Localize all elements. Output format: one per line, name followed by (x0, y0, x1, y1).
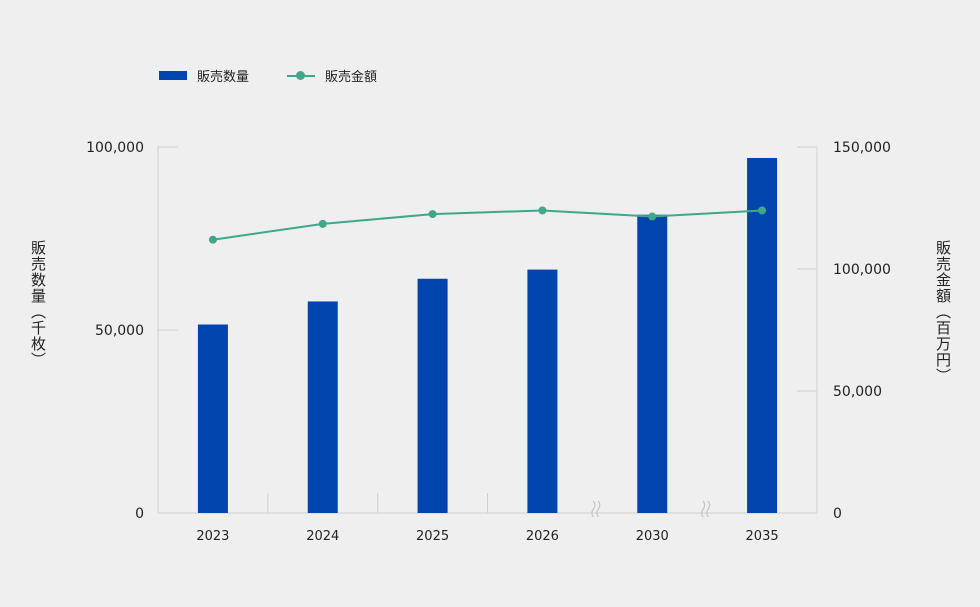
legend-line-label: 販売金額 (325, 70, 378, 85)
legend-item-line: 販売金額 (287, 66, 377, 85)
left-tick-label: 0 (135, 506, 144, 522)
bar-2024 (307, 301, 338, 513)
left-tick-label: 100,000 (86, 140, 144, 156)
bar-2026 (527, 269, 558, 513)
line-point-2030 (648, 212, 657, 221)
bar-2025 (417, 278, 448, 513)
legend-bar-swatch (159, 71, 187, 80)
x-tick-label: 2030 (636, 529, 669, 544)
axis-break-mark (596, 500, 601, 518)
right-tick-label: 150,000 (833, 140, 891, 156)
line-series-path (212, 209, 763, 241)
right-axis-title: 販売金額（百万円） (934, 240, 952, 384)
legend-item-bar: 販売数量 (159, 66, 249, 85)
line-point-2023 (208, 235, 217, 244)
right-tick-label: 50,000 (833, 384, 882, 400)
legend: 販売数量 販売金額 (159, 66, 415, 85)
axis-break-mark (591, 500, 596, 518)
x-tick-label: 2025 (416, 529, 449, 544)
axis-break-mark (701, 500, 706, 518)
bar-2035 (747, 157, 778, 514)
bar-2030 (637, 214, 668, 513)
left-axis-title: 販売数量（千枚） (29, 240, 47, 368)
x-tick-label: 2023 (196, 529, 229, 544)
line-point-2024 (318, 219, 327, 228)
right-tick-label: 0 (833, 506, 842, 522)
bar-2023 (197, 324, 228, 513)
right-tick-label: 100,000 (833, 262, 891, 278)
legend-bar-label: 販売数量 (197, 70, 250, 85)
axis-break-mark (706, 500, 711, 518)
x-tick-label: 2024 (306, 529, 339, 544)
x-tick-label: 2035 (746, 529, 779, 544)
left-tick-label: 50,000 (95, 323, 144, 339)
line-point-2026 (538, 206, 547, 215)
x-tick-label: 2026 (526, 529, 559, 544)
line-point-2035 (758, 206, 767, 215)
line-point-2025 (428, 210, 437, 219)
legend-line-swatch (287, 71, 316, 80)
